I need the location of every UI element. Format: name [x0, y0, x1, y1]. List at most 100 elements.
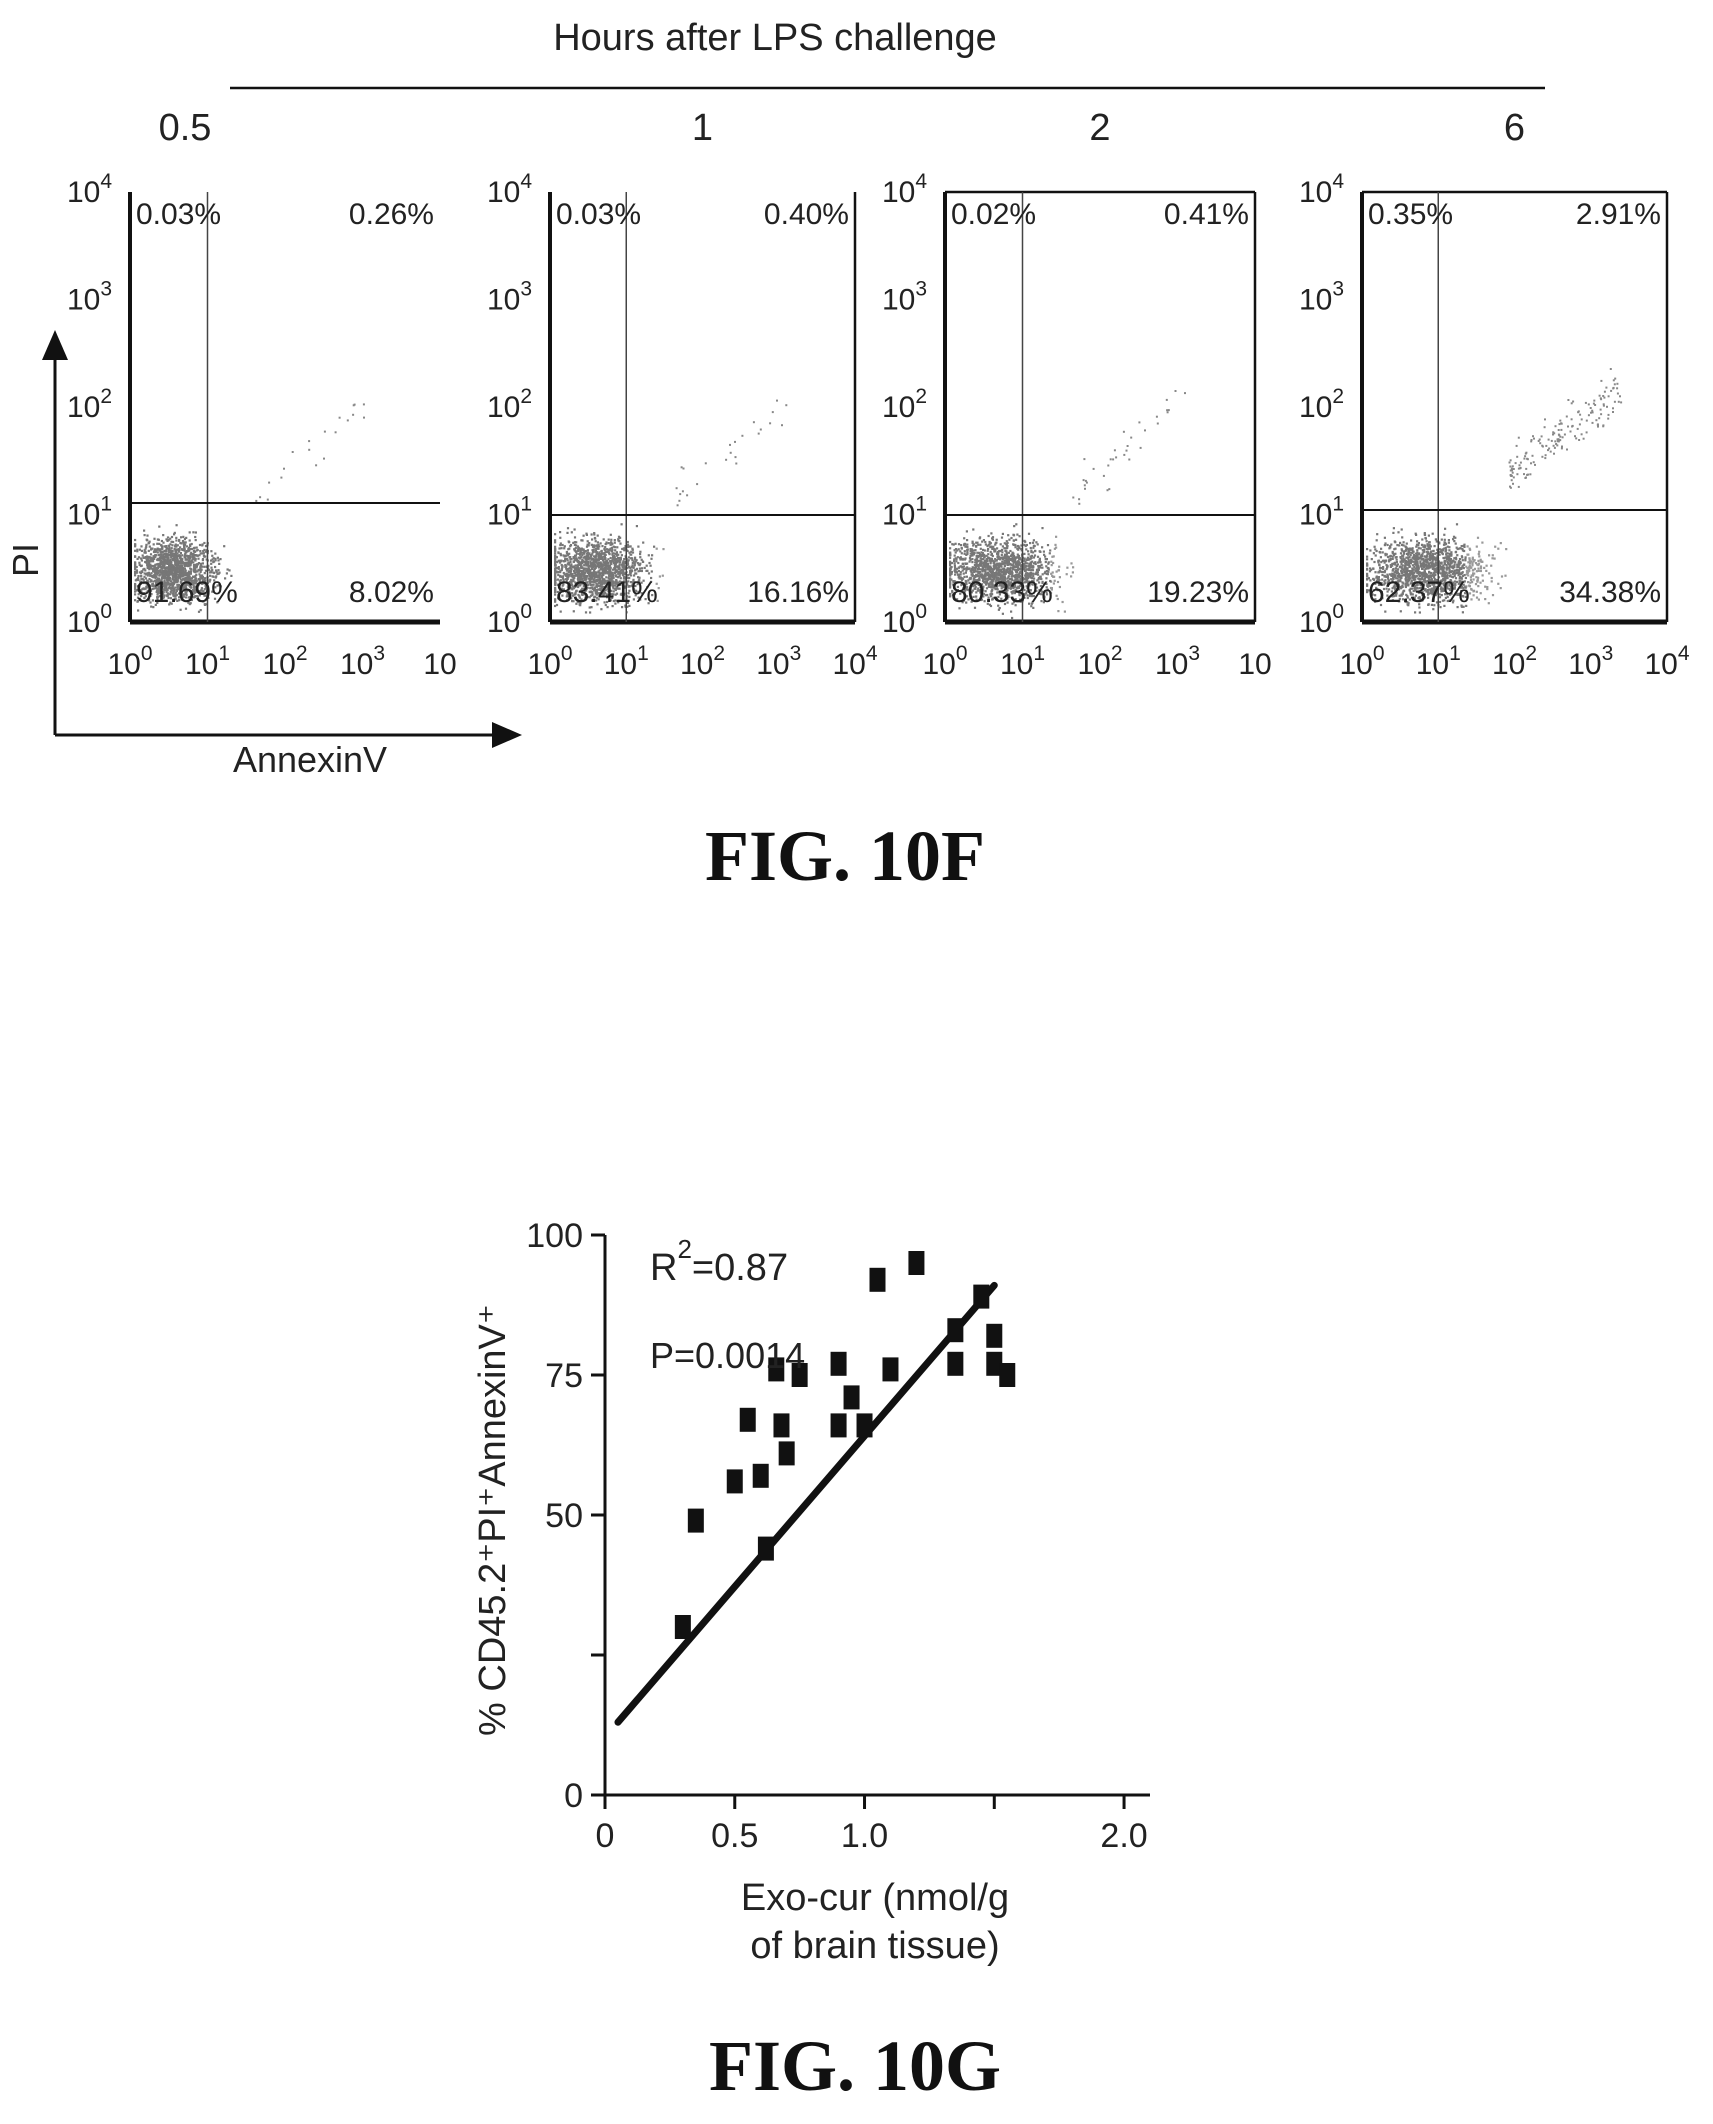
event-dot: [200, 568, 203, 572]
event-dot: [230, 574, 233, 577]
event-dot: [949, 560, 952, 563]
event-dot: [173, 533, 176, 536]
event-dot: [200, 589, 203, 592]
event-dot: [156, 593, 159, 596]
event-dot: [596, 592, 599, 596]
event-dot: [199, 578, 202, 581]
event-dot: [183, 548, 186, 551]
event-dot: [971, 561, 974, 564]
y-tick-label: 103: [67, 278, 112, 317]
event-dot: [554, 576, 557, 579]
event-dot: [177, 592, 180, 595]
event-dot: [1025, 548, 1028, 551]
tick-base: 10: [604, 648, 637, 681]
event-dot: [166, 539, 169, 542]
event-dot: [959, 565, 963, 568]
event-dot: [953, 569, 956, 572]
event-dot: [194, 591, 197, 594]
event-dot: [168, 553, 171, 557]
event-dot: [587, 564, 590, 567]
event-dot: [172, 552, 175, 555]
event-dot: [163, 581, 167, 584]
event-dot: [581, 548, 584, 551]
event-dot: [600, 553, 603, 556]
event-dot: [596, 534, 599, 537]
event-dot: [1427, 534, 1430, 537]
event-dot: [149, 573, 152, 576]
event-dot: [610, 560, 613, 563]
event-cloud: [554, 399, 788, 614]
event-dot: [954, 551, 957, 554]
event-dot: [154, 563, 157, 566]
event-dot: [203, 541, 206, 545]
event-dot: [1032, 556, 1036, 559]
event-dot: [964, 542, 967, 545]
event-dot: [560, 568, 563, 571]
event-dot: [568, 594, 571, 597]
event-dot: [167, 581, 170, 584]
event-dot: [577, 556, 580, 559]
event-dot: [556, 590, 559, 594]
event-dot: [1419, 560, 1422, 563]
event-dot: [134, 579, 137, 582]
event-dot: [558, 580, 561, 583]
event-dot: [630, 574, 633, 577]
event-dot: [598, 592, 601, 595]
event-dot: [991, 536, 995, 539]
event-dot: [975, 559, 978, 562]
event-dot: [573, 587, 576, 590]
event-dot: [586, 581, 589, 584]
event-dot: [170, 564, 173, 568]
event-dot: [613, 567, 616, 570]
event-dot: [198, 590, 201, 593]
event-dot: [150, 565, 153, 568]
event-dot: [156, 598, 159, 601]
event-dot: [637, 545, 640, 548]
event-dot: [966, 545, 969, 549]
event-dot: [558, 559, 561, 562]
event-dot: [136, 585, 140, 588]
event-dot: [949, 547, 952, 550]
event-dot: [179, 546, 182, 549]
event-dot: [1373, 545, 1376, 548]
tick-base: 10: [1238, 648, 1271, 681]
event-dot: [559, 542, 562, 545]
event-dot: [618, 574, 621, 577]
event-dot: [605, 566, 608, 569]
event-dot: [631, 562, 634, 565]
event-dot: [597, 555, 600, 558]
event-dot: [195, 563, 198, 566]
event-dot: [157, 589, 160, 592]
event-dot: [627, 574, 630, 577]
event-dot: [589, 560, 592, 563]
event-dot: [1033, 544, 1036, 548]
event-dot: [785, 404, 788, 407]
tick-exponent: 1: [218, 642, 230, 665]
event-dot: [1122, 430, 1125, 433]
event-dot: [599, 583, 602, 586]
event-dot: [561, 584, 564, 587]
event-dot: [187, 601, 190, 604]
event-dot: [952, 543, 955, 546]
event-dot: [592, 544, 595, 547]
event-dot: [172, 540, 175, 544]
event-dot: [575, 552, 578, 555]
event-dot: [580, 556, 583, 559]
event-dot: [171, 577, 174, 580]
event-dot: [211, 590, 214, 593]
event-dot: [1166, 411, 1169, 414]
event-dot: [610, 538, 613, 541]
event-dot: [145, 558, 148, 561]
event-dot: [554, 555, 557, 558]
event-dot: [165, 547, 168, 550]
event-dot: [216, 572, 219, 576]
event-dot: [1156, 422, 1159, 425]
event-dot: [217, 572, 220, 575]
event-dot: [144, 577, 148, 580]
event-dot: [1009, 549, 1012, 553]
event-dot: [1015, 538, 1018, 541]
event-dot: [153, 567, 156, 570]
event-dot: [145, 538, 148, 541]
event-dot: [570, 531, 573, 534]
event-dot: [623, 575, 626, 578]
